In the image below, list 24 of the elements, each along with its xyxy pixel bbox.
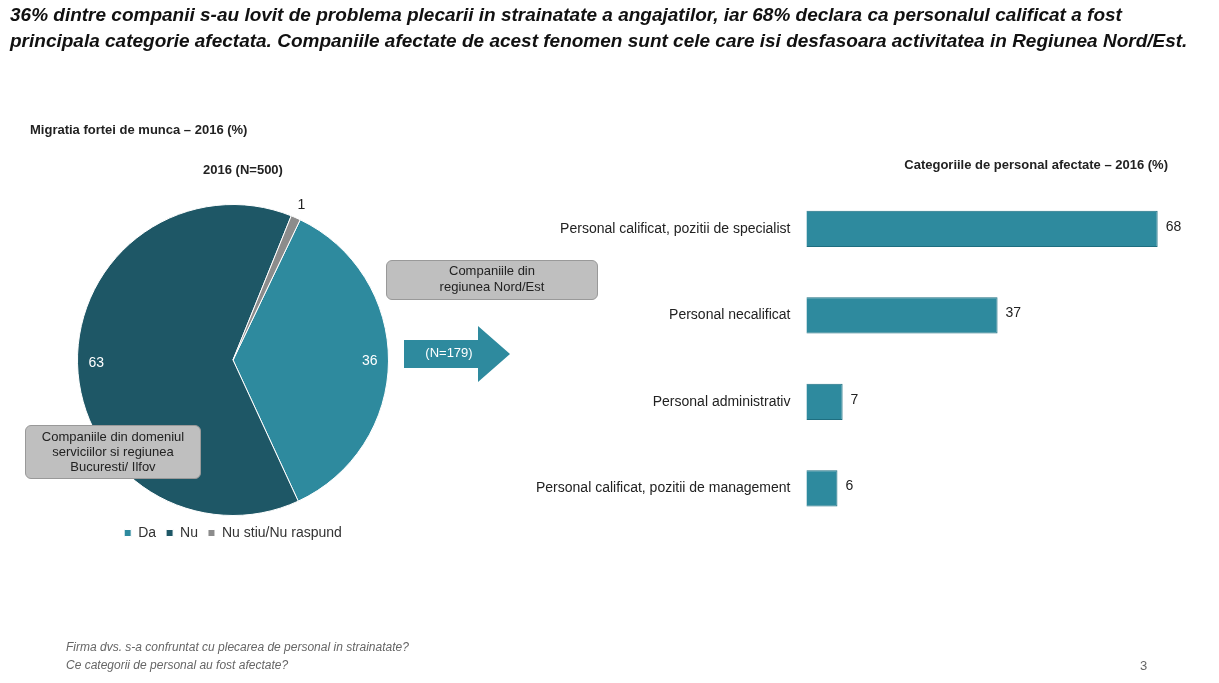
- text: Firma dvs. s-a confruntat cu plecarea de personal in strainatate?: [66, 640, 409, 654]
- y-tick-label: Personal calificat, pozitii de specialist: [560, 219, 791, 236]
- text: 36% dintre companii s-au lovit de problema plecarii in strainatate a angajatilor, iar 68% declara ca personalul calificat a fost principala categorie afectata. Companiile afectate de acest fenomen sunt cele care isi desfasoara activitatea in Regiunea Nord/Est.: [10, 3, 1189, 53]
- y-tick-label: Personal calificat, pozitii de management: [536, 479, 791, 496]
- text: 3: [1140, 658, 1148, 673]
- y-tick-label: Personal necalificat: [669, 306, 791, 323]
- data-label: 1: [297, 195, 306, 212]
- text: (N=179): [424, 345, 474, 360]
- data-label: 68: [1165, 217, 1182, 234]
- data-label: 63: [88, 354, 105, 371]
- data-label: 7: [850, 390, 859, 407]
- y-tick-label: Personal administrativ: [652, 392, 791, 409]
- chart-title: 2016 (N=500): [202, 162, 284, 177]
- data-label: 6: [845, 477, 854, 494]
- chart-subtitle: Migratia fortei de munca – 2016 (%): [30, 122, 248, 137]
- legend-label: Nu: [180, 523, 198, 540]
- text: Companiile din domeniul serviciilor si regiunea Bucuresti/ Ilfov: [25, 425, 201, 479]
- chart-title: Categoriile de personal afectate – 2016 (%): [904, 157, 1168, 173]
- data-label: 37: [1005, 304, 1022, 321]
- legend-label: Da: [138, 523, 157, 540]
- data-label: 36: [362, 351, 378, 368]
- legend-label: Nu stiu/Nu raspund: [221, 523, 342, 540]
- text: Companiile din regiunea Nord/Est: [386, 260, 598, 300]
- text: Ce categorii de personal au fost afectate?: [66, 658, 289, 672]
